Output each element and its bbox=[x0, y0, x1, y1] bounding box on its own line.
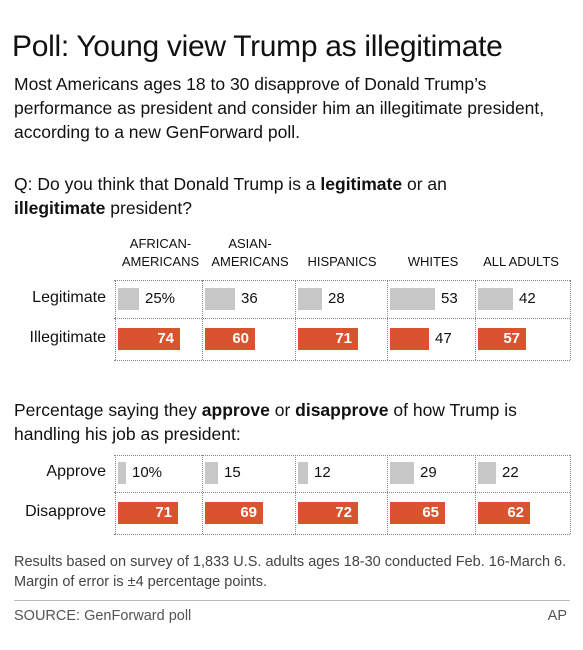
column-separator bbox=[295, 280, 296, 360]
data-label: 74 bbox=[157, 330, 174, 347]
q1-bold-illegitimate: illegitimate bbox=[14, 198, 106, 218]
data-label: 71 bbox=[335, 330, 352, 347]
bar-legitimate bbox=[478, 288, 513, 310]
column-header-line2: WHITES bbox=[407, 254, 459, 269]
bar-approve bbox=[205, 462, 218, 484]
data-label: 36 bbox=[241, 290, 258, 307]
grid-line bbox=[114, 280, 570, 281]
bar-illegitimate bbox=[118, 328, 180, 350]
column-separator bbox=[387, 455, 388, 534]
bar-disapprove bbox=[118, 502, 178, 524]
data-label: 65 bbox=[422, 504, 439, 521]
credit-line: AP bbox=[547, 608, 567, 624]
column-separator bbox=[387, 280, 388, 360]
data-label: 72 bbox=[335, 504, 352, 521]
bar-illegitimate bbox=[390, 328, 429, 350]
data-label: 12 bbox=[314, 464, 331, 481]
column-header-line2: HISPANICS bbox=[307, 254, 377, 269]
q2-suffix: of how Trump is handling his job as pres… bbox=[14, 400, 517, 444]
data-label: 25% bbox=[145, 290, 176, 307]
data-label: 47 bbox=[435, 330, 452, 347]
data-label: 42 bbox=[519, 290, 536, 307]
bar-disapprove bbox=[298, 502, 358, 524]
bar-approve bbox=[390, 462, 414, 484]
bar-disapprove bbox=[205, 502, 263, 524]
bar-illegitimate bbox=[478, 328, 526, 350]
data-label: 10% bbox=[132, 464, 163, 481]
column-separator bbox=[202, 455, 203, 534]
data-label: 22 bbox=[502, 464, 519, 481]
column-header-5: ALL ADULTS bbox=[471, 236, 571, 270]
q2-mid: or bbox=[269, 400, 296, 420]
data-label: 60 bbox=[232, 330, 249, 347]
column-header-2: ASIAN- AMERICANS bbox=[200, 236, 300, 270]
row-label-disapprove: Disapprove bbox=[25, 503, 106, 520]
q1-suffix: president? bbox=[105, 198, 193, 218]
q1-bold-legitimate: legitimate bbox=[320, 174, 403, 194]
column-header-line1 bbox=[292, 236, 392, 252]
column-header-line2: ALL ADULTS bbox=[483, 254, 559, 269]
bar-legitimate bbox=[298, 288, 322, 310]
column-header-line1 bbox=[471, 236, 571, 252]
bar-approve bbox=[478, 462, 496, 484]
column-header-4: WHITES bbox=[383, 236, 483, 270]
bar-illegitimate bbox=[205, 328, 255, 350]
bar-legitimate bbox=[390, 288, 435, 310]
grid-line bbox=[114, 534, 570, 535]
column-separator bbox=[475, 455, 476, 534]
column-separator bbox=[295, 455, 296, 534]
column-header-1: AFRICAN- AMERICANS bbox=[111, 236, 211, 270]
column-separator bbox=[115, 280, 116, 360]
grid-line bbox=[114, 492, 570, 493]
row-label-approve: Approve bbox=[46, 463, 106, 480]
bar-approve bbox=[298, 462, 308, 484]
q2-bold-approve: approve bbox=[201, 400, 270, 420]
question-2: Percentage saying they approve or disapp… bbox=[14, 398, 574, 446]
grid-line bbox=[114, 360, 570, 361]
bar-legitimate bbox=[205, 288, 235, 310]
column-header-line1: ASIAN- bbox=[228, 236, 272, 251]
grid-line bbox=[114, 455, 570, 456]
data-label: 15 bbox=[224, 464, 241, 481]
data-label: 69 bbox=[240, 504, 257, 521]
q1-prefix: Q: Do you think that Donald Trump is a bbox=[14, 174, 321, 194]
methodology-note: Results based on survey of 1,833 U.S. ad… bbox=[14, 554, 567, 590]
question-1: Q: Do you think that Donald Trump is a l… bbox=[14, 172, 574, 220]
bar-approve bbox=[118, 462, 126, 484]
row-label-legitimate: Legitimate bbox=[32, 289, 106, 306]
bar-disapprove bbox=[478, 502, 530, 524]
chart-title: Poll: Young view Trump as illegitimate bbox=[12, 30, 503, 63]
data-label: 28 bbox=[328, 290, 345, 307]
data-label: 29 bbox=[420, 464, 437, 481]
row-label-illegitimate: Illegitimate bbox=[29, 329, 106, 346]
column-header-line1: AFRICAN- bbox=[129, 236, 192, 251]
column-separator bbox=[475, 280, 476, 360]
data-label: 53 bbox=[441, 290, 458, 307]
data-label: 57 bbox=[503, 330, 520, 347]
column-header-line1 bbox=[383, 236, 483, 252]
bar-illegitimate bbox=[298, 328, 358, 350]
data-label: 62 bbox=[507, 504, 524, 521]
column-separator bbox=[570, 455, 571, 534]
column-header-3: HISPANICS bbox=[292, 236, 392, 270]
source-line: SOURCE: GenForward poll bbox=[14, 608, 192, 624]
data-label: 71 bbox=[155, 504, 172, 521]
grid-line bbox=[114, 318, 570, 319]
q1-mid: or an bbox=[402, 174, 447, 194]
chart-subtitle: Most Americans ages 18 to 30 disapprove … bbox=[14, 74, 545, 142]
divider bbox=[14, 600, 570, 601]
q2-prefix: Percentage saying they bbox=[14, 400, 202, 420]
column-separator bbox=[115, 455, 116, 534]
column-separator bbox=[570, 280, 571, 360]
column-header-line2: AMERICANS bbox=[211, 254, 289, 269]
column-separator bbox=[202, 280, 203, 360]
column-header-line2: AMERICANS bbox=[121, 254, 200, 269]
q2-bold-disapprove: disapprove bbox=[295, 400, 389, 420]
bar-legitimate bbox=[118, 288, 139, 310]
bar-disapprove bbox=[390, 502, 445, 524]
